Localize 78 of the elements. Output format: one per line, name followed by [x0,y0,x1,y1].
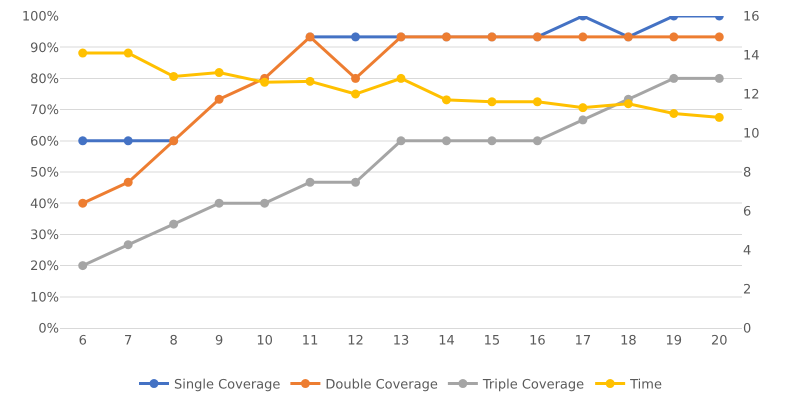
y-tick-label: 60% [30,134,59,150]
point [487,136,496,146]
point [714,32,724,42]
y2-tick-label: 0 [743,322,752,337]
x-tick-label: 14 [438,334,455,349]
legend-label: Double Coverage [325,378,438,393]
point [306,76,315,86]
y2-tick-label: 14 [743,48,760,64]
point [260,198,270,208]
point [169,220,178,229]
point [624,99,633,108]
point [487,97,496,106]
y-tick-label: 100% [22,10,59,25]
point [78,261,88,270]
x-tick-label: 10 [256,334,273,349]
point [442,136,451,146]
point [214,198,224,208]
point [78,48,88,58]
point [532,97,542,106]
point [78,198,88,208]
y-tick-label: 20% [30,259,59,274]
x-tick-label: 13 [392,334,410,349]
x-tick-label: 7 [124,334,132,349]
x-tick-label: 6 [78,334,87,349]
point [578,115,588,124]
y-tick-label: 50% [30,166,59,181]
y2-tick-label: 4 [743,244,752,259]
point [442,95,451,104]
x-tick-label: 8 [170,334,178,349]
point [124,48,133,58]
point [306,178,315,187]
y-tick-label: 90% [30,40,59,56]
y-tick-label: 0% [38,322,59,337]
x-tick-label: 11 [302,334,318,349]
y-tick-label: 40% [30,196,59,212]
x-tick-label: 19 [666,334,682,349]
x-tick-label: 15 [484,334,500,349]
point [214,94,224,104]
y2-tick-label: 2 [743,282,752,298]
point [714,74,724,83]
point [124,240,133,250]
point [351,74,360,83]
x-tick-label: 12 [347,334,364,349]
point [169,72,178,81]
point [578,103,588,112]
x-tick-label: 16 [529,334,546,349]
x-tick-label: 18 [620,334,637,349]
y2-tick-label: 6 [743,204,752,220]
x-tick-label: 20 [710,334,728,349]
point [351,32,360,42]
point [124,136,133,146]
y2-tick-label: 16 [743,10,760,25]
point [124,178,133,187]
point [532,136,542,146]
point [214,68,224,78]
point [669,109,678,118]
y2-tick-label: 10 [743,126,760,142]
x-tick-label: 9 [214,334,224,349]
legend-label: Time [629,378,662,393]
legend-label: Triple Coverage [482,378,584,393]
point [669,32,678,42]
point [351,178,360,187]
y2-tick-label: 12 [743,88,760,103]
point [396,74,406,83]
point [78,136,88,146]
point [260,78,270,87]
y2-tick-label: 8 [743,166,752,181]
y-tick-label: 10% [30,290,59,306]
legend-label: Single Coverage [174,378,280,393]
x-tick-label: 17 [574,334,592,349]
y-tick-label: 80% [30,72,59,87]
point [351,90,360,98]
point [669,74,678,83]
point [578,32,588,42]
point [396,136,406,146]
y-tick-label: 30% [30,228,59,243]
y-tick-label: 70% [30,103,59,118]
point [714,112,724,122]
